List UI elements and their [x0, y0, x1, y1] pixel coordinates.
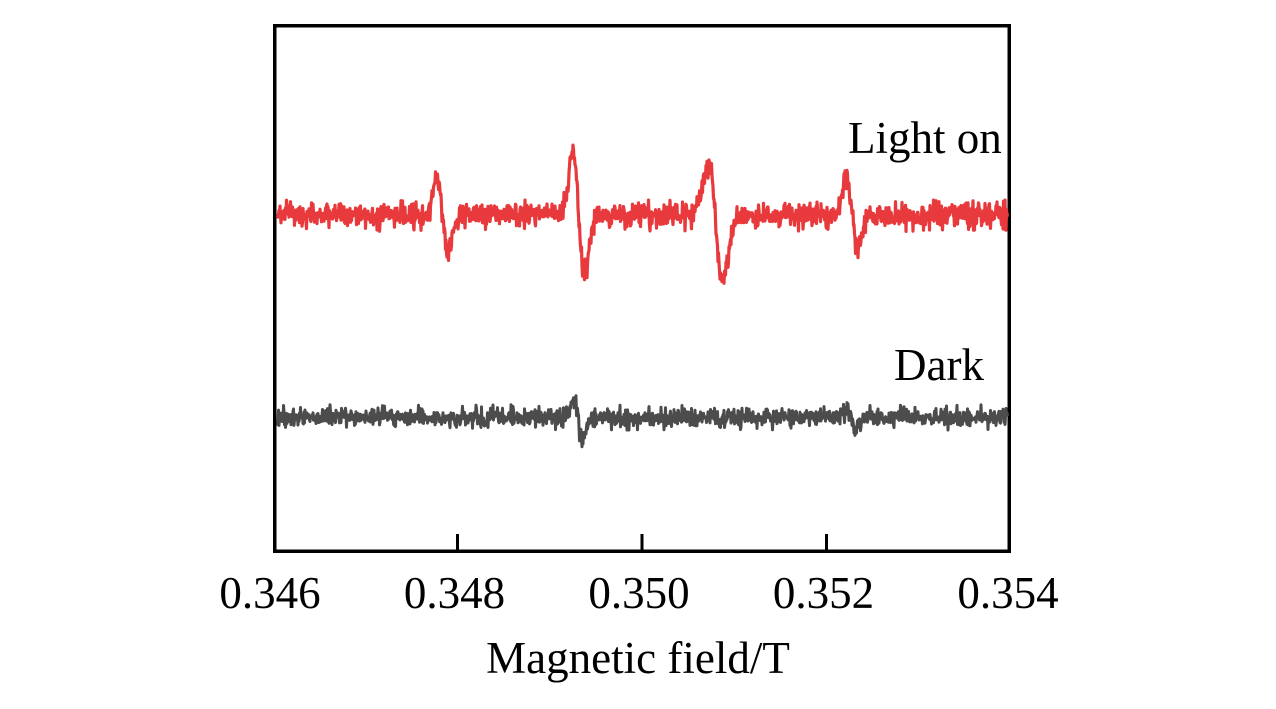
svg-text:Dark: Dark: [894, 340, 984, 390]
svg-text:0.348: 0.348: [404, 568, 505, 618]
svg-text:0.346: 0.346: [219, 568, 320, 618]
svg-text:Light on: Light on: [848, 113, 1002, 163]
svg-text:0.352: 0.352: [773, 568, 874, 618]
svg-text:0.354: 0.354: [957, 568, 1058, 618]
svg-text:0.350: 0.350: [588, 568, 689, 618]
svg-text:Magnetic field/T: Magnetic field/T: [486, 633, 790, 683]
